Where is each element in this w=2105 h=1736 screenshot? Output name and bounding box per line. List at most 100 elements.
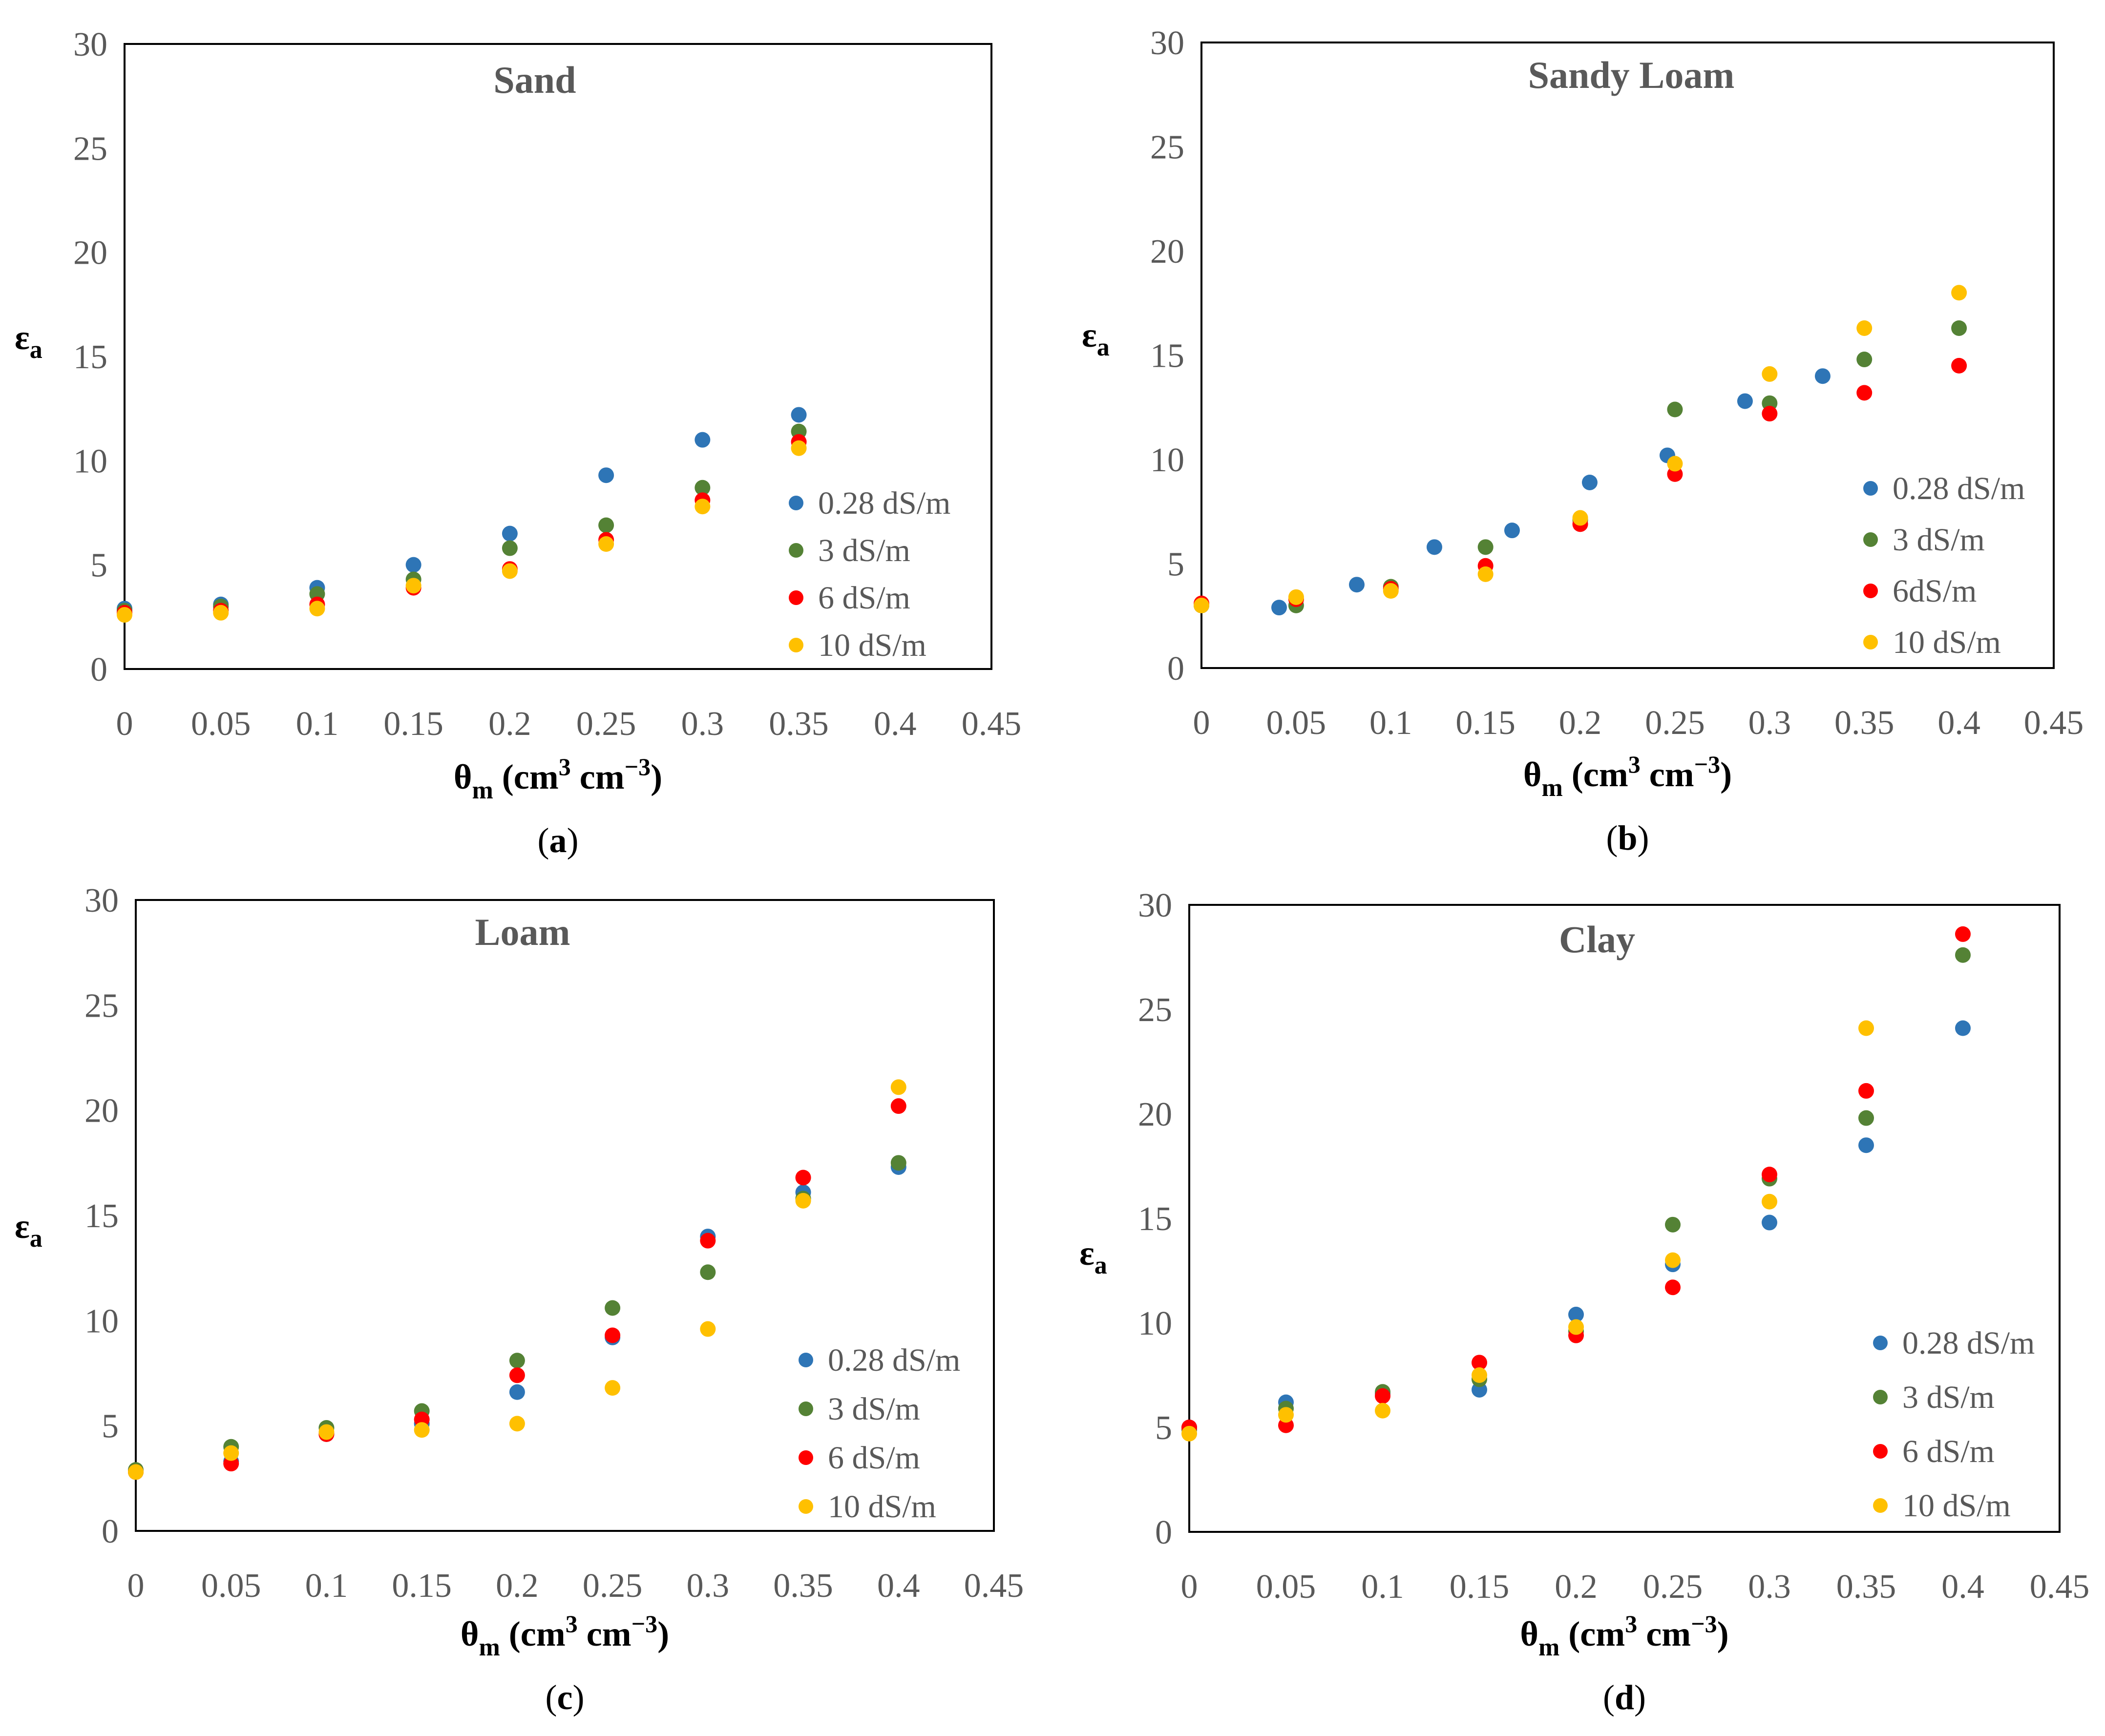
y-tick-label: 5 [102, 1408, 119, 1445]
data-point [1858, 1083, 1874, 1099]
y-tick-label: 20 [1138, 1096, 1172, 1133]
x-tick-label: 0.35 [1834, 704, 1894, 742]
data-point [791, 440, 807, 456]
x-tick-label: 0 [1181, 1568, 1198, 1606]
data-point [1278, 1407, 1294, 1423]
x-axis-label: θm (cm3 cm−3) [1523, 751, 1732, 802]
series-0-28-ds-m [1181, 1020, 1971, 1435]
data-point [509, 1353, 525, 1369]
data-point [791, 407, 807, 423]
legend-label: 6dS/m [1893, 573, 1977, 609]
legend-label: 10 dS/m [828, 1489, 936, 1525]
y-tick-label: 10 [1150, 441, 1184, 479]
series-10-ds-m [1181, 1020, 1874, 1442]
data-point [1665, 1216, 1681, 1233]
legend-label: 0.28 dS/m [1893, 471, 2025, 506]
x-tick-label: 0.2 [496, 1567, 539, 1605]
data-point [1667, 401, 1683, 418]
data-point [890, 1155, 906, 1171]
x-tick-label: 0.1 [1369, 704, 1412, 742]
legend-label: 3 dS/m [818, 533, 910, 568]
legend-marker [1873, 1498, 1888, 1513]
y-axis-label: εa [15, 318, 42, 364]
x-tick-label: 0.45 [964, 1567, 1024, 1605]
y-tick-label: 25 [1138, 991, 1172, 1029]
data-point [795, 1170, 811, 1186]
data-point [695, 499, 711, 515]
y-tick-label: 0 [1155, 1514, 1172, 1551]
x-tick-label: 0.4 [874, 705, 917, 743]
data-point [598, 536, 614, 552]
data-point [1194, 597, 1209, 613]
legend-label: 0.28 dS/m [828, 1342, 960, 1378]
y-tick-label: 0 [1167, 650, 1184, 688]
legend-label: 0.28 dS/m [818, 485, 950, 521]
series-3-ds-m [1194, 320, 1967, 613]
series-3-ds-m [117, 423, 807, 619]
x-tick-label: 0.45 [962, 705, 1022, 743]
y-tick-label: 15 [1150, 337, 1184, 375]
legend-marker [789, 638, 803, 652]
data-point [1477, 566, 1494, 582]
x-tick-label: 0.15 [383, 705, 443, 743]
y-tick-label: 15 [73, 338, 107, 376]
legend-marker [1873, 1336, 1888, 1350]
data-point [695, 432, 711, 448]
data-point [1951, 285, 1967, 301]
data-point [598, 467, 614, 483]
data-point [1568, 1306, 1584, 1322]
x-tick-label: 0.2 [1559, 704, 1602, 742]
legend-label: 3 dS/m [1902, 1380, 1995, 1415]
data-point [605, 1300, 621, 1316]
data-point [509, 1416, 525, 1432]
plot-area [135, 899, 995, 1532]
y-tick-label: 15 [84, 1197, 119, 1235]
panel-label: (a) [538, 821, 579, 860]
legend-label: 6 dS/m [818, 580, 910, 616]
data-point [795, 1192, 811, 1209]
data-point [1665, 1252, 1681, 1268]
data-point [1665, 1279, 1681, 1296]
chart-panel-c: 0 5 10 15 20 25 30 0 0.05 0.1 0.15 0.2 0.25 0.3 0.35 0.… [15, 882, 1024, 1717]
series-3-ds-m [1181, 947, 1971, 1438]
data-point [502, 563, 518, 579]
x-tick-label: 0.05 [191, 705, 251, 743]
series-6-ds-m [117, 434, 807, 621]
series-6-ds-m [1181, 926, 1971, 1435]
legend-label: 10 dS/m [818, 627, 926, 663]
x-tick-label: 0.45 [2024, 704, 2084, 742]
legend-marker [1863, 635, 1878, 649]
x-tick-label: 0.15 [1450, 1568, 1510, 1606]
x-tick-label: 0.35 [769, 705, 829, 743]
data-point [502, 540, 518, 556]
y-tick-label: 30 [73, 26, 107, 63]
y-tick-label: 30 [84, 882, 119, 920]
x-tick-label: 0 [127, 1567, 145, 1605]
chart-title: Sandy Loam [1528, 54, 1735, 96]
data-point [1858, 1110, 1874, 1126]
series-0-28-ds-m [1194, 368, 1831, 616]
data-point [1472, 1355, 1487, 1371]
legend-marker [1863, 481, 1878, 496]
data-point [1271, 600, 1287, 616]
chart-panel-d: 0 5 10 15 20 25 30 0 0.05 0.1 0.15 0.2 0.25 0.3 0.35 0.… [1079, 887, 2090, 1717]
series-6-ds-m [1194, 357, 1967, 611]
x-tick-label: 0.45 [2030, 1568, 2090, 1606]
data-point [1955, 926, 1971, 942]
data-point [1856, 385, 1873, 401]
data-point [1762, 1193, 1777, 1210]
legend-marker [799, 1450, 813, 1465]
data-point [1814, 368, 1831, 384]
data-point [405, 578, 421, 594]
x-tick-label: 0.1 [296, 705, 339, 743]
panel-label: (d) [1603, 1678, 1646, 1717]
series-0-28-ds-m [128, 1159, 906, 1480]
data-point [1856, 352, 1873, 368]
data-point [1762, 406, 1778, 422]
y-axis-label: εa [1082, 315, 1110, 361]
data-point [605, 1327, 621, 1343]
data-point [1181, 1425, 1197, 1442]
data-point [318, 1424, 335, 1440]
x-tick-label: 0.25 [583, 1567, 643, 1605]
x-tick-label: 0.35 [773, 1567, 833, 1605]
